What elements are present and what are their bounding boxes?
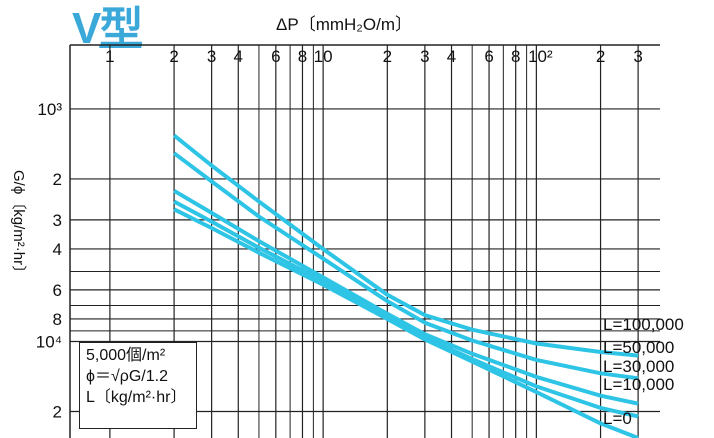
x-tick-label: 10² xyxy=(528,47,553,66)
y-tick-label: 10³ xyxy=(37,100,62,119)
note-line-packing: 5,000個/m² xyxy=(86,347,166,364)
series-line xyxy=(173,189,639,406)
x-tick-label: 4 xyxy=(447,47,456,66)
y-tick-label: 2 xyxy=(53,403,62,422)
y-tick-label: 4 xyxy=(53,240,62,259)
series-line xyxy=(172,133,639,358)
series-label: L=0 xyxy=(603,409,632,428)
series-line xyxy=(173,207,639,438)
note-line-l-unit: L〔kg/m²·hr〕 xyxy=(86,389,187,406)
series-label: L=100,000 xyxy=(603,315,684,334)
x-tick-label: 6 xyxy=(484,47,493,66)
x-tick-label: 4 xyxy=(234,47,243,66)
x-tick-label: 8 xyxy=(511,47,520,66)
legend-note-box: 5,000個/m² ϕ＝√ρG/1.2 L〔kg/m²·hr〕 xyxy=(79,342,197,429)
series-line xyxy=(172,151,639,381)
x-tick-label: 2 xyxy=(169,47,178,66)
y-axis-label: G/ϕ〔kg/m²·hr〕 xyxy=(10,170,27,281)
series-line xyxy=(173,199,639,419)
note-line-phi: ϕ＝√ρG/1.2 xyxy=(86,368,168,385)
x-tick-label: 1 xyxy=(105,47,114,66)
series-label: L=50,000 xyxy=(603,338,674,357)
x-tick-label: 6 xyxy=(271,47,280,66)
x-tick-label: 2 xyxy=(596,47,605,66)
x-axis-label: ΔP〔mmH₂O/m〕 xyxy=(276,15,412,34)
x-tick-label: 10 xyxy=(314,47,333,66)
y-tick-label: 8 xyxy=(53,310,62,329)
x-tick-label: 3 xyxy=(420,47,429,66)
x-tick-label: 3 xyxy=(207,47,216,66)
x-tick-label: 3 xyxy=(633,47,642,66)
x-tick-label: 2 xyxy=(383,47,392,66)
y-tick-label: 2 xyxy=(53,170,62,189)
y-tick-label: 3 xyxy=(53,211,62,230)
series-label: L=30,000 xyxy=(603,357,674,376)
x-tick-label: 8 xyxy=(298,47,307,66)
y-tick-label: 10⁴ xyxy=(36,332,62,351)
y-tick-label: 6 xyxy=(53,281,62,300)
series-label: L=10,000 xyxy=(603,375,674,394)
